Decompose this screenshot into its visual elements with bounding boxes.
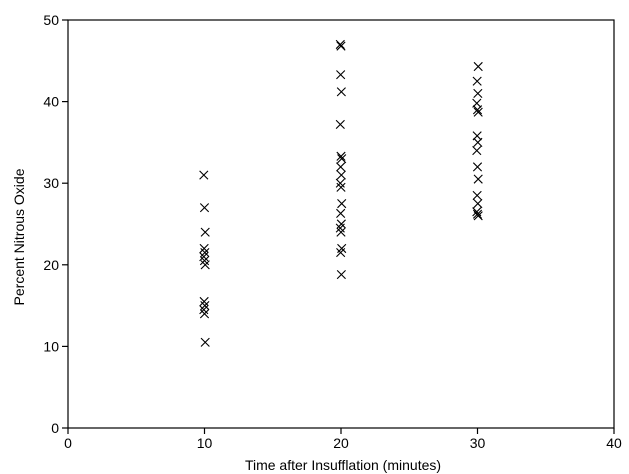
x-tick-label: 20: [333, 435, 349, 451]
data-point-marker: [199, 305, 209, 315]
x-tick-label: 0: [64, 435, 72, 451]
data-point-marker: [336, 41, 346, 51]
data-point-marker: [472, 190, 482, 201]
y-tick-label: 30: [43, 175, 59, 191]
data-point-marker: [472, 209, 483, 219]
y-tick-label: 40: [43, 94, 59, 110]
y-tick-label: 0: [51, 420, 59, 436]
y-tick-label: 50: [43, 12, 59, 28]
data-point-marker: [472, 162, 483, 172]
y-axis-ticks: 0 10 20 30 40 50: [43, 12, 68, 436]
data-point-marker: [335, 223, 345, 233]
data-point-marker: [200, 227, 210, 237]
data-point-marker: [199, 243, 209, 254]
data-point-marker: [473, 137, 483, 147]
data-point-marker: [336, 87, 346, 97]
data-point-marker: [335, 39, 345, 50]
data-point-marker: [336, 70, 346, 80]
data-point-marker: [200, 260, 210, 270]
data-point-marker: [473, 211, 483, 221]
data-point-marker: [472, 76, 482, 86]
data-point-marker: [335, 178, 345, 188]
x-axis-ticks: 0 10 20 30 40: [64, 428, 622, 451]
data-point-marker: [472, 145, 482, 156]
x-tick-label: 10: [197, 435, 213, 451]
data-point-marker: [336, 170, 346, 180]
data-point-marker: [336, 208, 346, 218]
data-point-marker: [199, 203, 210, 213]
x-tick-label: 30: [470, 435, 486, 451]
data-point-marker: [199, 170, 209, 180]
data-point-marker: [473, 61, 483, 72]
data-point-marker: [473, 174, 483, 184]
data-point-marker: [199, 256, 210, 266]
data-point-marker: [199, 309, 210, 319]
data-points: [199, 39, 483, 347]
data-point-marker: [336, 162, 346, 172]
data-point-marker: [199, 296, 209, 307]
data-point-marker: [200, 337, 210, 347]
x-tick-label: 40: [606, 435, 622, 451]
data-point-marker: [336, 247, 346, 258]
data-point-marker: [337, 154, 347, 164]
data-point-marker: [336, 182, 346, 192]
data-point-marker: [336, 227, 346, 237]
data-point-marker: [337, 199, 347, 209]
data-point-marker: [473, 107, 483, 117]
data-point-marker: [336, 270, 346, 280]
x-axis-label: Time after Insufflation (minutes): [245, 457, 441, 473]
data-point-marker: [336, 151, 346, 161]
data-point-marker: [472, 105, 483, 115]
y-tick-label: 20: [43, 257, 59, 273]
y-axis-label: Percent Nitrous Oxide: [11, 168, 27, 305]
y-tick-label: 10: [43, 338, 59, 354]
data-point-marker: [473, 199, 483, 209]
data-point-marker: [199, 252, 209, 262]
data-point-marker: [335, 119, 345, 130]
data-point-marker: [473, 88, 483, 99]
